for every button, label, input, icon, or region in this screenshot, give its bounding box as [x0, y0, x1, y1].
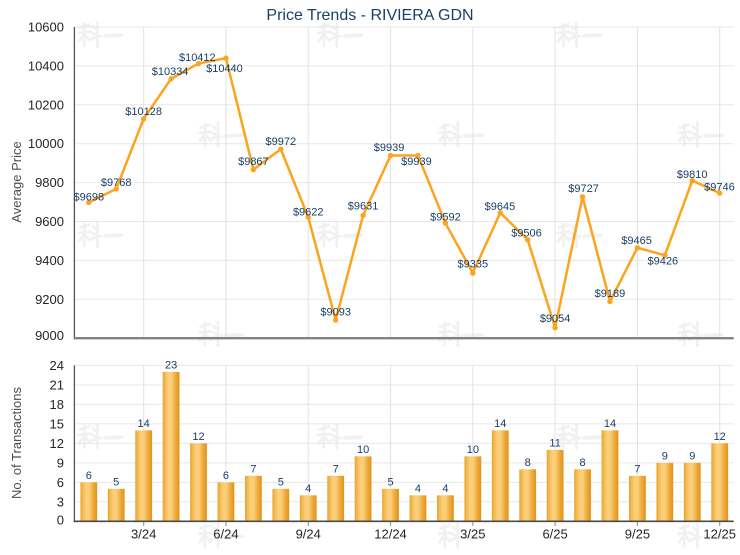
- svg-text:15: 15: [50, 416, 64, 431]
- svg-text:$9592: $9592: [430, 211, 461, 223]
- svg-text:$9810: $9810: [677, 169, 708, 181]
- svg-text:$9622: $9622: [293, 206, 324, 218]
- svg-text:Price Trends - RIVIERA GDN: Price Trends - RIVIERA GDN: [266, 7, 473, 24]
- svg-text:11: 11: [549, 437, 560, 449]
- svg-text:8: 8: [579, 457, 585, 469]
- svg-text:14: 14: [604, 418, 616, 430]
- svg-text:12/25: 12/25: [703, 527, 736, 542]
- svg-text:$9645: $9645: [485, 201, 516, 213]
- svg-text:$9972: $9972: [266, 136, 297, 148]
- svg-text:4: 4: [442, 483, 448, 495]
- svg-text:12: 12: [50, 436, 64, 451]
- svg-text:0: 0: [57, 512, 64, 527]
- svg-text:$9426: $9426: [648, 255, 679, 267]
- svg-text:6/24: 6/24: [213, 527, 238, 542]
- svg-text:8: 8: [525, 457, 531, 469]
- svg-text:12: 12: [714, 431, 726, 443]
- svg-text:$10334: $10334: [152, 66, 189, 78]
- svg-text:6: 6: [57, 475, 64, 490]
- svg-text:$9698: $9698: [74, 191, 105, 203]
- svg-text:4: 4: [305, 483, 311, 495]
- svg-text:Average Price: Average Price: [9, 141, 24, 222]
- svg-text:$9867: $9867: [238, 156, 269, 168]
- svg-text:5: 5: [387, 476, 393, 488]
- svg-text:12: 12: [192, 431, 204, 443]
- svg-text:9/25: 9/25: [625, 527, 650, 542]
- svg-text:$9746: $9746: [704, 181, 735, 193]
- svg-text:10600: 10600: [28, 20, 64, 35]
- svg-text:10000: 10000: [28, 136, 64, 151]
- svg-text:3/25: 3/25: [460, 527, 485, 542]
- svg-text:6/25: 6/25: [542, 527, 567, 542]
- svg-text:7: 7: [250, 463, 256, 475]
- svg-text:4: 4: [415, 483, 421, 495]
- svg-text:6: 6: [86, 470, 92, 482]
- svg-text:9/24: 9/24: [296, 527, 321, 542]
- svg-text:10400: 10400: [28, 58, 64, 73]
- svg-text:$10412: $10412: [179, 52, 216, 64]
- svg-text:$9465: $9465: [621, 235, 652, 247]
- svg-text:3: 3: [57, 494, 64, 509]
- svg-text:3/24: 3/24: [131, 527, 156, 542]
- svg-text:21: 21: [50, 377, 64, 392]
- svg-text:$9335: $9335: [458, 259, 489, 271]
- svg-text:$9093: $9093: [320, 307, 351, 319]
- svg-text:$9506: $9506: [511, 227, 542, 239]
- svg-text:12/24: 12/24: [374, 527, 407, 542]
- svg-text:10: 10: [467, 444, 479, 456]
- svg-text:$9189: $9189: [595, 288, 626, 300]
- svg-text:9800: 9800: [35, 175, 64, 190]
- svg-text:No. of Transactions: No. of Transactions: [9, 387, 24, 499]
- svg-text:$9939: $9939: [374, 142, 405, 154]
- svg-text:5: 5: [278, 476, 284, 488]
- svg-text:$9768: $9768: [101, 177, 132, 189]
- svg-text:10: 10: [357, 444, 369, 456]
- svg-text:10200: 10200: [28, 97, 64, 112]
- svg-text:23: 23: [165, 359, 177, 371]
- svg-text:18: 18: [50, 397, 64, 412]
- svg-text:5: 5: [113, 476, 119, 488]
- svg-text:9000: 9000: [35, 328, 64, 343]
- svg-text:7: 7: [634, 463, 640, 475]
- svg-text:$9054: $9054: [540, 313, 571, 325]
- svg-text:9: 9: [662, 450, 668, 462]
- svg-text:$9727: $9727: [568, 183, 599, 195]
- svg-text:$10440: $10440: [206, 63, 243, 75]
- svg-text:6: 6: [223, 470, 229, 482]
- svg-text:14: 14: [494, 418, 506, 430]
- svg-text:$9631: $9631: [348, 200, 379, 212]
- svg-text:9600: 9600: [35, 214, 64, 229]
- svg-text:14: 14: [138, 418, 150, 430]
- svg-text:7: 7: [333, 463, 339, 475]
- svg-text:9200: 9200: [35, 292, 64, 307]
- svg-text:24: 24: [50, 358, 64, 373]
- svg-text:9: 9: [57, 455, 64, 470]
- svg-text:$10128: $10128: [125, 106, 162, 118]
- svg-text:9400: 9400: [35, 253, 64, 268]
- svg-text:$9939: $9939: [401, 156, 432, 168]
- svg-text:9: 9: [689, 450, 695, 462]
